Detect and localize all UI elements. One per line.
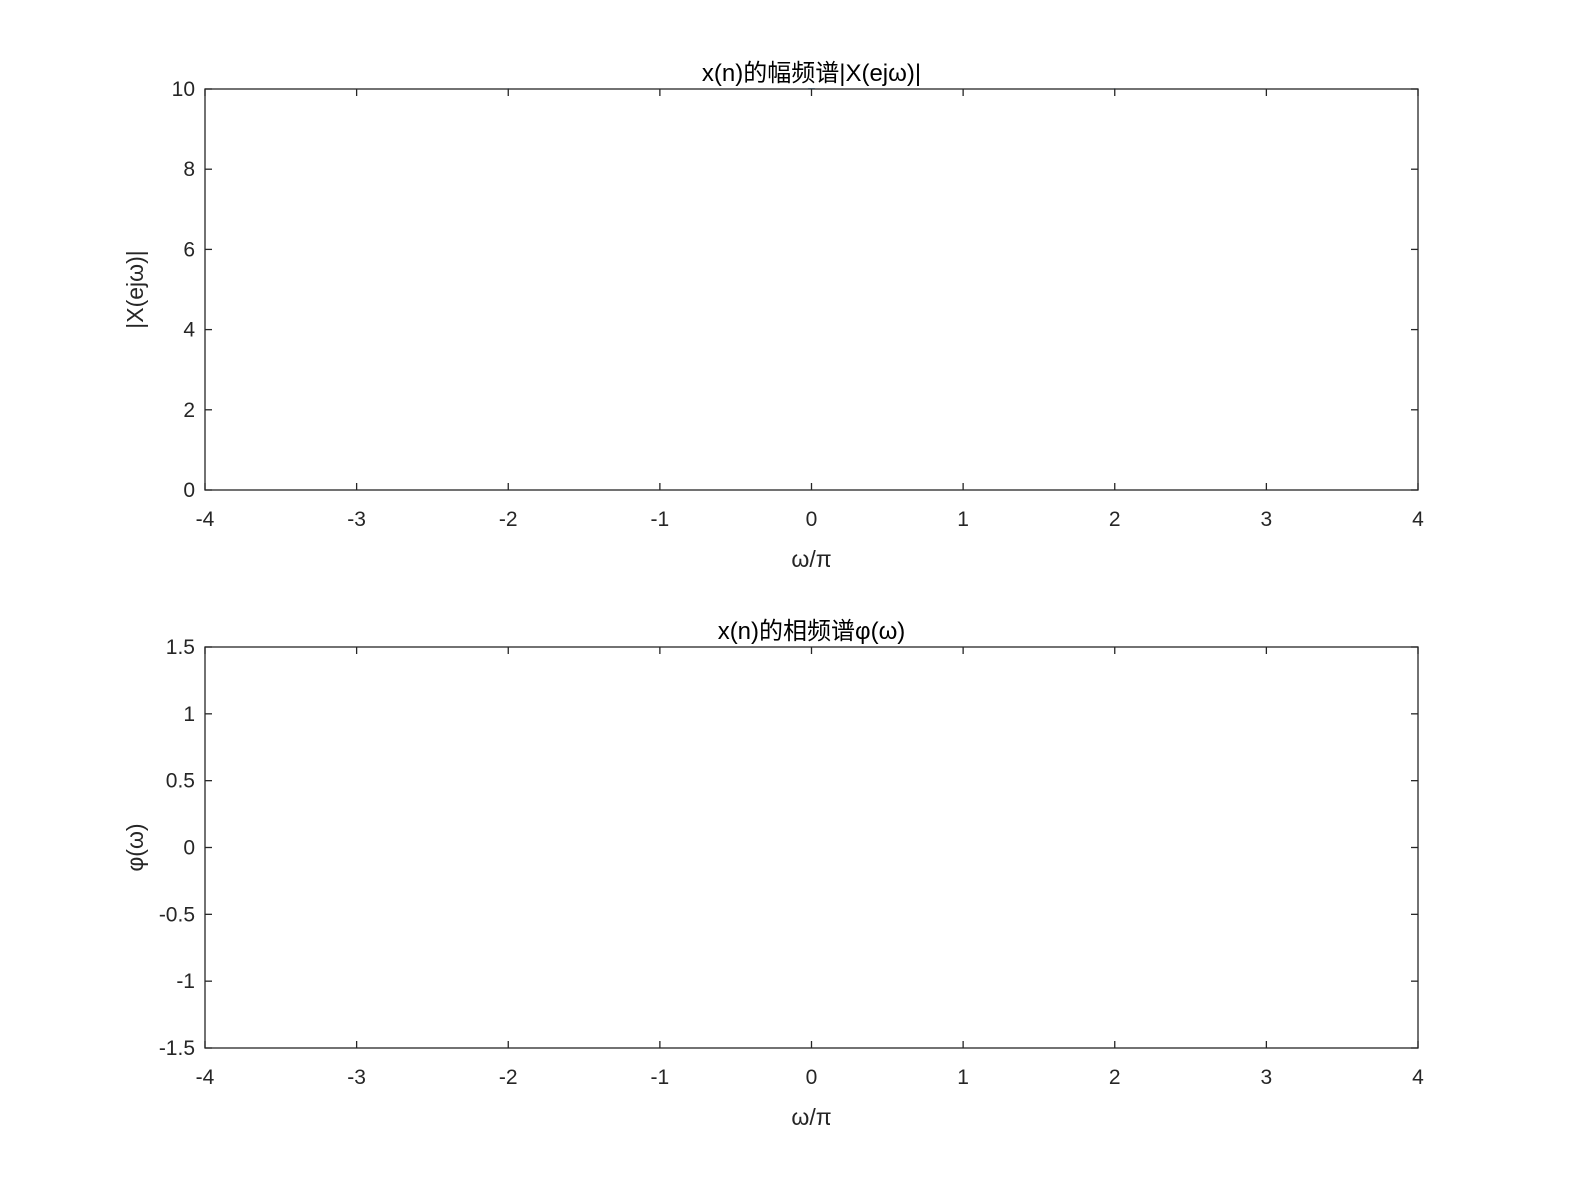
y-tick-label: 0 bbox=[183, 479, 195, 502]
x-tick-label: -3 bbox=[347, 508, 366, 531]
y-tick-label: 0.5 bbox=[166, 770, 195, 793]
y-tick-label: 8 bbox=[183, 158, 195, 181]
y-tick-label: 1.5 bbox=[166, 636, 195, 659]
x-tick-label: -2 bbox=[499, 508, 518, 531]
x-axis-label: ω/π bbox=[791, 1104, 831, 1130]
x-tick-label: -4 bbox=[196, 508, 215, 531]
x-tick-label: 0 bbox=[806, 508, 818, 531]
axes-frame bbox=[204, 88, 1419, 491]
y-tick-label: 0 bbox=[183, 837, 195, 860]
y-tick-label: -0.5 bbox=[159, 903, 195, 926]
phase-plot: -4 -3 -2 -1 0 1 2 3 4 -1.5 -1 -0.5 0 0.5 1 1.5 x(n)的相频谱φ… bbox=[122, 618, 1424, 1130]
y-axis-label: |X(ejω)| bbox=[122, 250, 148, 328]
magnitude-plot: -4 -3 -2 -1 0 1 2 3 4 0 2 4 6 8 10 x(n)的幅频谱|X(ejω)| ω/π |… bbox=[122, 60, 1424, 572]
x-tick-label: 4 bbox=[1412, 508, 1424, 531]
x-tick-label: -1 bbox=[651, 1066, 670, 1089]
y-tick-label: 4 bbox=[183, 319, 195, 342]
x-tick-label: 2 bbox=[1109, 1066, 1121, 1089]
x-tick-label: 2 bbox=[1109, 508, 1121, 531]
x-tick-label: 3 bbox=[1261, 1066, 1273, 1089]
x-tick-label: 4 bbox=[1412, 1066, 1424, 1089]
x-tick-label: -1 bbox=[651, 508, 670, 531]
x-tick-label: 1 bbox=[957, 1066, 969, 1089]
y-tick-label: -1 bbox=[176, 970, 195, 993]
x-tick-label: -2 bbox=[499, 1066, 518, 1089]
y-tick-label: 6 bbox=[183, 238, 195, 261]
chart-title: x(n)的幅频谱|X(ejω)| bbox=[702, 60, 921, 87]
x-tick-label: 3 bbox=[1261, 508, 1273, 531]
x-tick-label: 1 bbox=[957, 508, 969, 531]
x-tick-label: 0 bbox=[806, 1066, 818, 1089]
x-tick-label: -3 bbox=[347, 1066, 366, 1089]
axes-frame bbox=[204, 646, 1419, 1049]
y-tick-label: 2 bbox=[183, 399, 195, 422]
y-tick-label: 1 bbox=[183, 703, 195, 726]
x-axis-label: ω/π bbox=[791, 546, 831, 572]
y-tick-label: 10 bbox=[172, 78, 195, 101]
chart-title: x(n)的相频谱φ(ω) bbox=[718, 618, 906, 645]
y-tick-label: -1.5 bbox=[159, 1037, 195, 1060]
x-tick-label: -4 bbox=[196, 1066, 215, 1089]
y-axis-label: φ(ω) bbox=[122, 823, 148, 871]
